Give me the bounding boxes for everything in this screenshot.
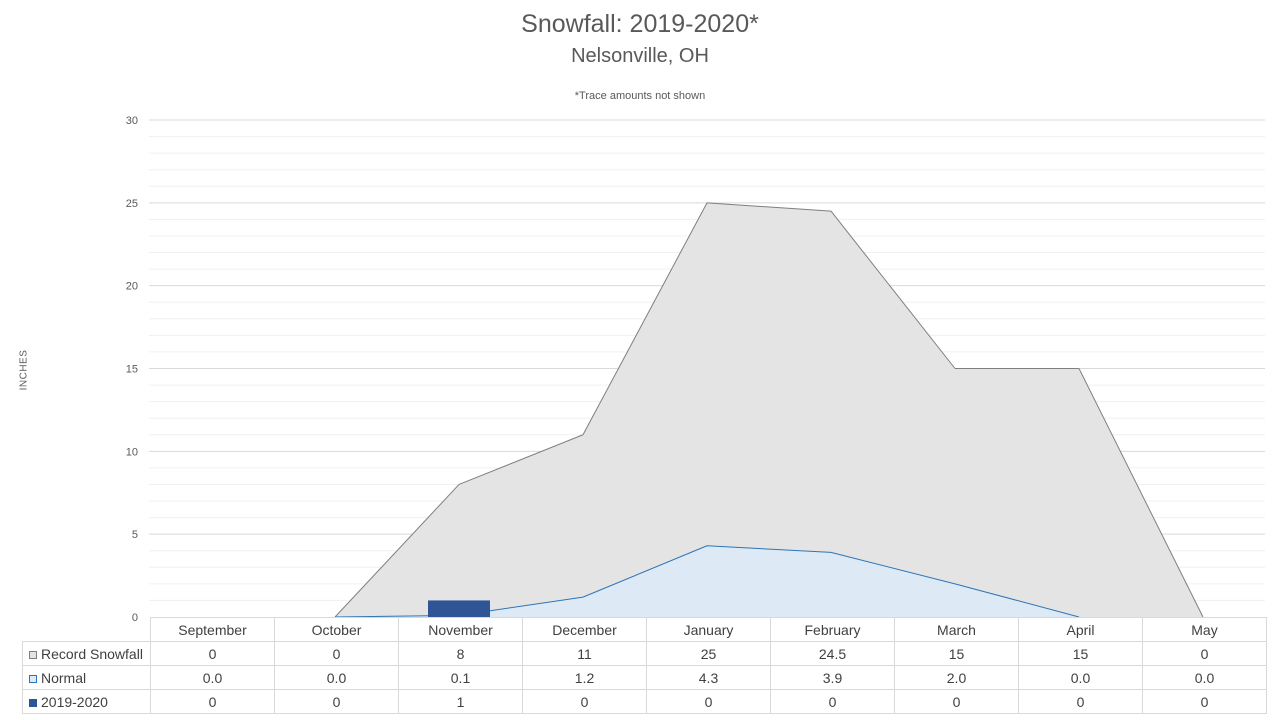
y-tick-label: 15 bbox=[126, 364, 138, 376]
area-fill-normal bbox=[211, 545, 1203, 617]
data-label: 1 bbox=[398, 689, 523, 714]
legend-key-icon bbox=[29, 698, 37, 707]
legend-key-icon bbox=[29, 674, 37, 683]
data-label: 1.2 bbox=[522, 665, 647, 690]
x-tick-label: April bbox=[1018, 617, 1143, 642]
data-table-row: Normal 0.0 0.0 0.1 1.2 4.3 3.9 2.0 0.0 0.0 bbox=[22, 665, 1267, 690]
data-label: 0.0 bbox=[150, 665, 275, 690]
data-label: 0.0 bbox=[1142, 665, 1267, 690]
x-tick-label: October bbox=[274, 617, 399, 642]
data-label: 3.9 bbox=[770, 665, 895, 690]
data-table-header: September October November December January F… bbox=[22, 617, 1267, 642]
legend-label: Record Snowfall bbox=[41, 645, 143, 662]
legend-label: Normal bbox=[41, 669, 87, 686]
legend-entry: Record Snowfall bbox=[22, 641, 151, 666]
x-tick-label: December bbox=[522, 617, 647, 642]
data-label: 11 bbox=[522, 641, 647, 666]
bar bbox=[428, 600, 490, 617]
data-label: 15 bbox=[894, 641, 1019, 666]
bar-series bbox=[428, 600, 490, 617]
legend-entry: 2019-2020 bbox=[22, 689, 151, 714]
data-label: 4.3 bbox=[646, 665, 771, 690]
x-tick-label: November bbox=[398, 617, 523, 642]
data-table-row: Record Snowfall 0 0 8 11 25 24.5 15 15 0 bbox=[22, 641, 1267, 666]
data-label: 0.1 bbox=[398, 665, 523, 690]
data-label: 25 bbox=[646, 641, 771, 666]
area-fill-record-snowfall bbox=[211, 202, 1203, 618]
area-line-record-snowfall bbox=[334, 202, 1204, 618]
data-label: 24.5 bbox=[770, 641, 895, 666]
area-series bbox=[211, 202, 1204, 618]
x-tick-label: February bbox=[770, 617, 895, 642]
legend-entry: Normal bbox=[22, 665, 151, 690]
y-tick-label: 30 bbox=[126, 115, 138, 127]
data-label: 0 bbox=[646, 689, 771, 714]
data-label: 0 bbox=[150, 689, 275, 714]
data-label: 0 bbox=[522, 689, 647, 714]
data-label: 2.0 bbox=[894, 665, 1019, 690]
data-label: 0 bbox=[1142, 641, 1267, 666]
x-tick-label: May bbox=[1142, 617, 1267, 642]
y-tick-label: 25 bbox=[126, 198, 138, 210]
legend-label: 2019-2020 bbox=[41, 693, 108, 710]
x-tick-label: September bbox=[150, 617, 275, 642]
data-label: 0 bbox=[1142, 689, 1267, 714]
area-line-normal bbox=[334, 545, 1080, 618]
x-tick-label: January bbox=[646, 617, 771, 642]
y-tick-label: 20 bbox=[126, 281, 138, 293]
data-label: 15 bbox=[1018, 641, 1143, 666]
x-tick-label: March bbox=[894, 617, 1019, 642]
data-table-row: 2019-2020 0 0 1 0 0 0 0 0 0 bbox=[22, 689, 1267, 714]
y-tick-label: 5 bbox=[132, 529, 138, 541]
data-table: September October November December January F… bbox=[22, 617, 1267, 714]
chart-subtitle: Nelsonville, OH bbox=[571, 45, 709, 67]
chart-note: *Trace amounts not shown bbox=[574, 90, 706, 102]
data-label: 0 bbox=[150, 641, 275, 666]
data-label: 8 bbox=[398, 641, 523, 666]
data-label: 0 bbox=[274, 641, 399, 666]
data-label: 0.0 bbox=[1018, 665, 1143, 690]
data-label: 0 bbox=[894, 689, 1019, 714]
data-label: 0 bbox=[274, 689, 399, 714]
y-tick-label: 10 bbox=[126, 446, 138, 458]
data-label: 0 bbox=[1018, 689, 1143, 714]
legend-key-icon bbox=[29, 650, 37, 659]
data-table-corner bbox=[22, 617, 151, 642]
data-label: 0.0 bbox=[274, 665, 399, 690]
chart-title: Snowfall: 2019-2020* bbox=[521, 10, 759, 38]
data-label: 0 bbox=[770, 689, 895, 714]
